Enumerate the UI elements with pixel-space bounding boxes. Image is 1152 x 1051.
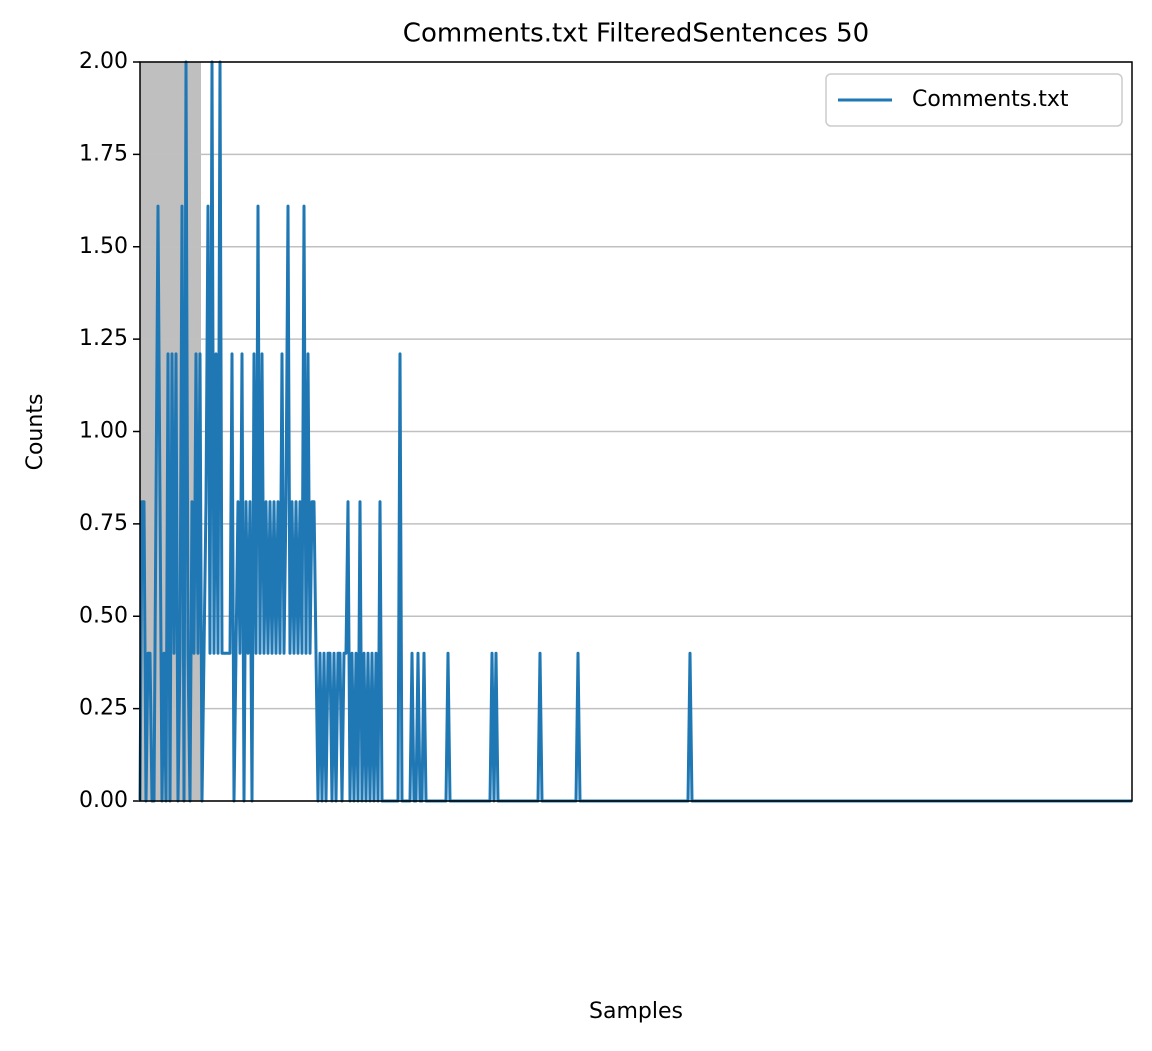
y-tick-label: 1.50 [79, 234, 128, 259]
y-tick-label: 1.75 [79, 141, 128, 166]
legend-label: Comments.txt [912, 87, 1069, 112]
y-tick-label: 0.25 [79, 696, 128, 721]
data-line [138, 60, 1132, 803]
x-axis-label: Samples [589, 999, 683, 1024]
chart-title: Comments.txt FilteredSentences 50 [403, 19, 869, 49]
y-tick-label: 2.00 [79, 49, 128, 74]
y-tick-label: 0.50 [79, 603, 128, 628]
legend: Comments.txt [825, 73, 1123, 127]
y-axis-label: Counts [23, 394, 48, 471]
y-tick-label: 0.00 [79, 788, 128, 813]
y-tick-label: 1.00 [79, 419, 128, 444]
plot-frame [139, 61, 1133, 802]
y-tick-label: 0.75 [79, 511, 128, 536]
y-tick-label: 1.25 [79, 326, 128, 351]
legend-box [825, 73, 1123, 127]
